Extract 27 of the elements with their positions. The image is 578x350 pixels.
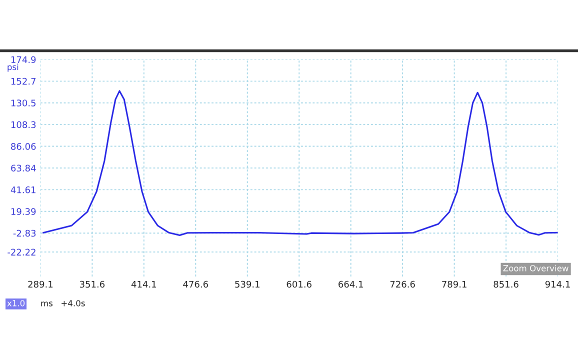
x-tick-label: 289.1: [28, 280, 53, 288]
x-tick-label: 789.1: [442, 280, 466, 288]
y-tick-label: 86.06: [11, 143, 36, 150]
y-tick-label: 63.84: [11, 164, 36, 172]
x-tick-label: 414.1: [131, 280, 156, 288]
annotation: Zoom Overview: [503, 264, 568, 272]
x-tick-label: 914.1: [545, 280, 570, 288]
y-tick-label: 19.39: [11, 208, 36, 215]
y-tick-label: -2.83: [13, 230, 36, 237]
x-tick-label: 664.1: [338, 280, 363, 288]
x-axis-title: ms: [41, 302, 53, 306]
y-tick-label: 130.5: [11, 100, 36, 106]
y-tick-label: 41.61: [10, 186, 36, 194]
x-tick-label: 726.6: [390, 280, 415, 288]
x-tick-label: 476.6: [183, 280, 208, 288]
text: +4.0s: [62, 300, 85, 306]
y-axis-title: psi: [8, 64, 18, 72]
text: x1.0: [7, 300, 25, 306]
x-tick-label: 601.6: [286, 280, 312, 288]
y-tick-label: -22.22: [8, 248, 36, 256]
x-tick-label: 851.6: [494, 280, 518, 288]
x-tick-label: 539.1: [235, 280, 260, 288]
y-tick-label: 174.9: [11, 56, 36, 64]
line-series: [42, 90, 558, 236]
x-tick-label: 351.6: [80, 280, 105, 288]
y-tick-label: 108.3: [11, 121, 36, 128]
y-tick-label: 152.7: [11, 78, 36, 85]
